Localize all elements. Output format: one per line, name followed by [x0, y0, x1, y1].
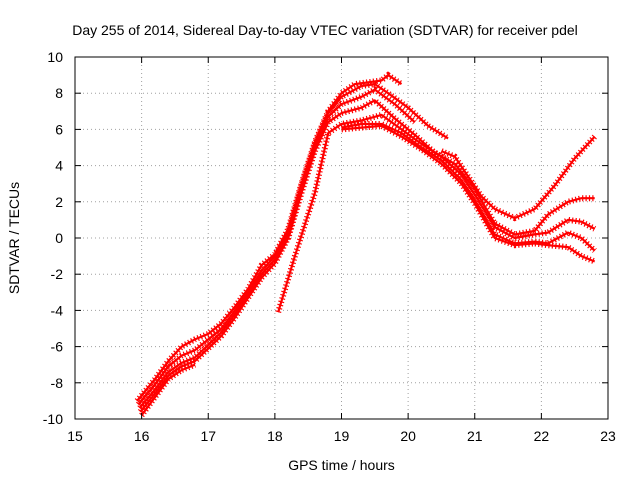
series-markers: [275, 111, 597, 314]
series-line: [440, 135, 596, 220]
y-tick-label: 6: [55, 121, 63, 137]
y-tick-label: -6: [51, 339, 64, 355]
y-tick-label: -2: [51, 266, 64, 282]
x-tick-label: 17: [200, 428, 216, 444]
y-tick-label: 4: [55, 158, 63, 174]
x-tick-label: 15: [67, 428, 83, 444]
series-day-4: [137, 96, 595, 414]
x-axis-label: GPS time / hours: [288, 457, 395, 473]
y-tick-label: -4: [51, 302, 64, 318]
y-tick-label: 2: [55, 194, 63, 210]
series-markers: [137, 86, 417, 411]
x-tick-label: 21: [467, 428, 483, 444]
series-day-7: [341, 122, 596, 265]
chart-title: Day 255 of 2014, Sidereal Day-to-day VTE…: [72, 22, 578, 38]
series-markers: [139, 361, 197, 418]
series-day-2: [135, 80, 450, 407]
x-tick-label: 22: [534, 428, 550, 444]
x-tick-label: 23: [600, 428, 616, 444]
series-day-3: [137, 86, 597, 411]
series-line: [139, 99, 595, 413]
y-axis-label: SDTVAR / TECUs: [6, 182, 22, 294]
x-tick-label: 18: [267, 428, 283, 444]
x-tick-label: 19: [334, 428, 350, 444]
x-tick-label: 16: [134, 428, 150, 444]
series-markers: [135, 80, 450, 407]
y-tick-label: 8: [55, 85, 63, 101]
y-tick-label: 10: [47, 49, 63, 65]
series-markers: [341, 122, 596, 265]
x-tick-label: 20: [400, 428, 416, 444]
series-layer: [134, 71, 597, 418]
series-line: [341, 124, 596, 263]
y-tick-label: 0: [55, 230, 63, 246]
series-day-5: [139, 111, 597, 418]
series-markers: [340, 121, 597, 253]
y-tick-label: -8: [51, 375, 64, 391]
y-tick-label: -10: [43, 411, 63, 427]
